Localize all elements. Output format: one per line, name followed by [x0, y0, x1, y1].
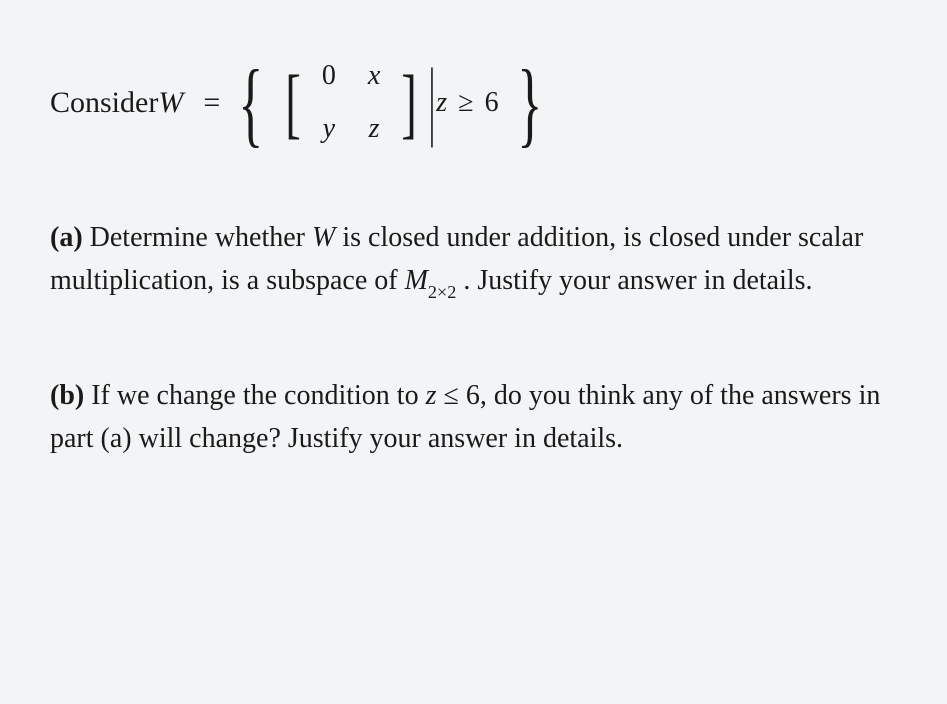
part-b-label: (b): [50, 380, 84, 411]
part-a-var-w: W: [312, 222, 335, 253]
part-a-text1: Determine whether: [83, 222, 312, 253]
part-b-op: ≤: [436, 380, 465, 411]
part-b-text1: If we change the condition to: [84, 380, 425, 411]
part-b-val: 6: [466, 380, 480, 411]
matrix: [ 0 x y z ]: [280, 50, 422, 156]
matrix-cell-11: 0: [306, 50, 352, 103]
right-bracket: ]: [401, 74, 417, 133]
part-a-text3: . Justify your answer in details.: [456, 265, 812, 296]
part-a: (a) Determine whether W is closed under …: [50, 216, 897, 304]
left-bracket: [: [285, 74, 301, 133]
right-brace: }: [517, 70, 542, 137]
set-variable: W: [158, 86, 183, 120]
condition-var: z: [436, 87, 447, 118]
condition-val: 6: [485, 87, 499, 118]
part-a-sub: 2×2: [428, 282, 456, 302]
matrix-cell-12: x: [352, 50, 396, 103]
equals-sign: =: [203, 86, 220, 120]
consider-prefix: Consider: [50, 86, 158, 120]
math-expression: = { [ 0 x y z ] | z ≥ 6: [195, 50, 552, 156]
part-a-label: (a): [50, 222, 83, 253]
matrix-cell-21: y: [306, 103, 352, 156]
matrix-cell-22: z: [352, 103, 396, 156]
matrix-entries: 0 x y z: [306, 50, 396, 156]
part-a-var-m: M: [405, 265, 428, 296]
part-b-var-z: z: [426, 380, 437, 411]
set-divider: |: [429, 88, 435, 114]
condition-op: ≥: [458, 87, 473, 118]
part-b: (b) If we change the condition to z ≤ 6,…: [50, 374, 897, 461]
left-brace: {: [239, 70, 264, 137]
set-condition: z ≥ 6: [436, 87, 498, 119]
set-definition: Consider W = { [ 0 x y z ] |: [50, 50, 897, 156]
